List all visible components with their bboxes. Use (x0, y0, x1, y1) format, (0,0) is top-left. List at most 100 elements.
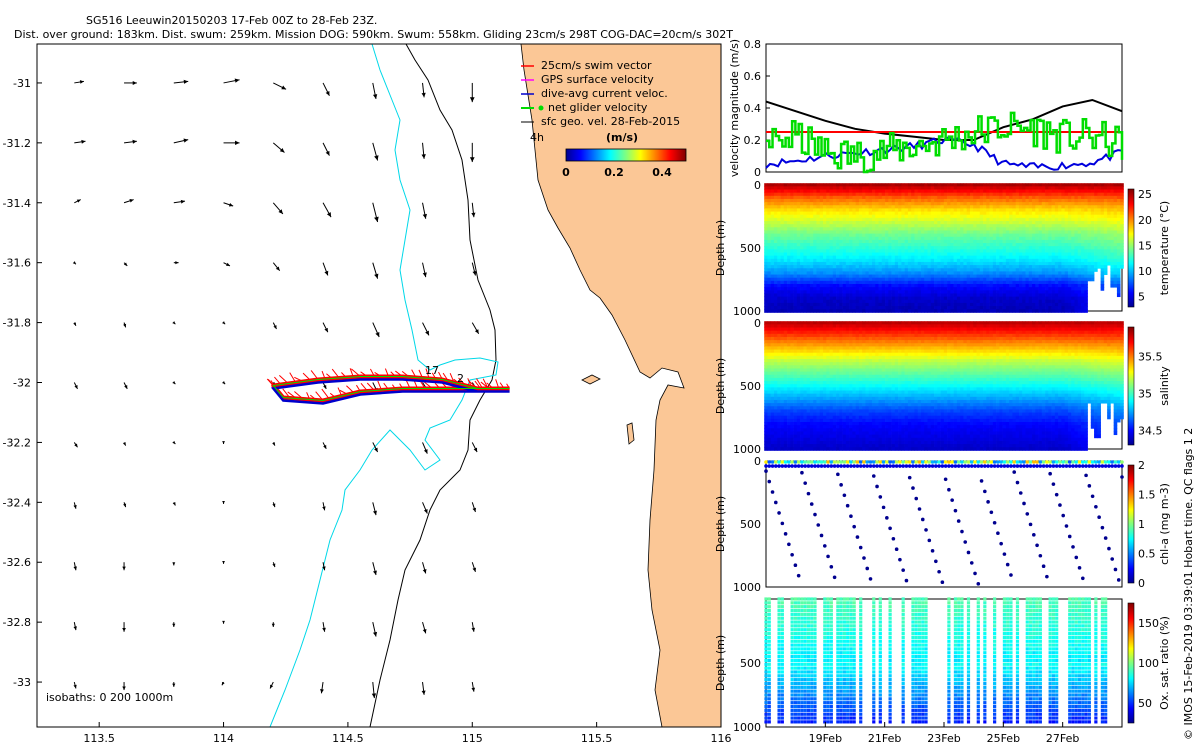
profile-sample (793, 202, 798, 206)
profile-sample (826, 293, 830, 298)
profile-sample (901, 309, 905, 313)
profile-sample (849, 208, 853, 212)
profile-sample (917, 271, 922, 275)
profile-sample (1100, 224, 1105, 228)
profile-sample (999, 236, 1003, 241)
profile-sample (796, 198, 801, 203)
profile-sample (764, 208, 768, 212)
profile-sample (783, 227, 788, 231)
profile-sample (917, 277, 922, 282)
profile-sample (868, 214, 873, 219)
profile-sample (790, 208, 794, 212)
profile-sample (894, 249, 899, 253)
profile-sample (1071, 261, 1075, 266)
profile-sample (992, 230, 997, 235)
profile-sample (819, 230, 824, 235)
profile-sample (1081, 202, 1085, 206)
velocity-vector-head (234, 78, 240, 83)
profile-sample (960, 189, 964, 194)
profile-sample (1025, 208, 1030, 212)
profile-sample (783, 252, 788, 257)
profile-sample (950, 243, 954, 247)
profile-sample (816, 246, 821, 250)
profile-sample (868, 265, 873, 269)
profile-sample (865, 249, 870, 253)
profile-sample (907, 192, 912, 197)
profile-sample (1051, 309, 1056, 313)
profile-sample (858, 302, 863, 307)
profile-sample (1022, 198, 1026, 203)
profile-sample (891, 280, 896, 285)
profile-sample (816, 249, 821, 253)
profile-sample (875, 192, 879, 197)
profile-sample (1058, 265, 1062, 269)
profile-sample (885, 265, 889, 269)
profile-sample (1035, 280, 1039, 285)
profile-sample (773, 284, 778, 288)
profile-sample (963, 277, 968, 282)
profile-sample (806, 284, 811, 288)
profile-sample (868, 299, 873, 304)
profile-sample (790, 243, 794, 247)
profile-sample (1074, 299, 1079, 304)
profile-sample (1032, 246, 1036, 250)
profile-sample (979, 306, 984, 310)
profile-sample (816, 233, 821, 238)
profile-sample (849, 306, 853, 310)
swim-vector (377, 380, 382, 391)
profile-sample (783, 236, 788, 241)
profile-sample (969, 195, 974, 200)
profile-sample (1077, 195, 1082, 200)
profile-sample (813, 239, 817, 244)
profile-sample (1028, 205, 1033, 209)
profile-sample (1084, 271, 1088, 275)
profile-sample (1067, 202, 1072, 206)
profile-sample (780, 377, 785, 382)
profile-sample (1051, 224, 1056, 228)
profile-sample (832, 202, 837, 206)
profile-sample (1035, 211, 1039, 216)
profile-sample (983, 217, 987, 222)
profile-sample (956, 306, 961, 310)
profile-sample (963, 221, 968, 225)
profile-sample (891, 239, 896, 244)
profile-sample (806, 249, 811, 253)
profile-sample (960, 287, 964, 291)
profile-sample (819, 306, 824, 310)
profile-sample (871, 274, 876, 279)
profile-sample (842, 202, 847, 206)
profile-sample (989, 309, 994, 313)
profile-sample (793, 217, 798, 222)
profile-sample (1064, 227, 1069, 231)
profile-sample (917, 217, 922, 222)
profile-sample (888, 309, 892, 313)
profile-sample (878, 205, 883, 209)
profile-sample (878, 290, 883, 294)
profile-sample (1103, 261, 1108, 266)
profile-sample (960, 255, 964, 260)
profile-sample (767, 299, 772, 304)
profile-sample (764, 377, 768, 382)
profile-sample (1048, 243, 1052, 247)
profile-sample (881, 221, 886, 225)
profile-sample (780, 333, 785, 338)
profile-sample (1113, 261, 1118, 266)
profile-sample (803, 258, 807, 263)
profile-sample (787, 224, 791, 228)
profile-sample (983, 214, 987, 219)
profile-sample (1018, 239, 1023, 244)
profile-sample (813, 186, 817, 190)
profile-sample (950, 249, 954, 253)
profile-sample (992, 293, 997, 298)
profile-sample (1074, 271, 1079, 275)
profile-sample (816, 192, 821, 197)
profile-sample (992, 302, 997, 307)
profile-sample (770, 214, 775, 219)
profile-sample (871, 306, 876, 310)
profile-sample (904, 268, 909, 272)
profile-sample (947, 183, 951, 187)
profile-sample (852, 224, 856, 228)
profile-sample (1045, 280, 1049, 285)
profile-sample (1058, 211, 1062, 216)
profile-sample (1018, 230, 1023, 235)
